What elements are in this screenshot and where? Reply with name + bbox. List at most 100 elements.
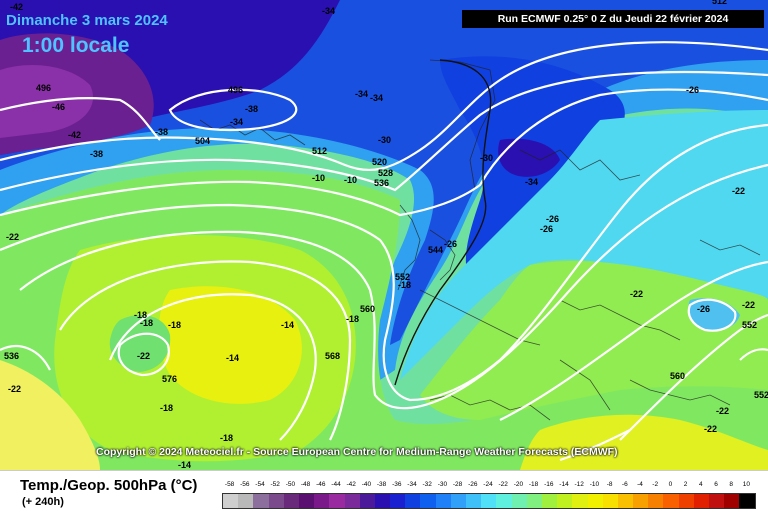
height-label: 552	[754, 390, 768, 400]
height-label: 576	[162, 374, 177, 384]
legend-tick-label: -14	[559, 481, 569, 488]
legend-swatch	[435, 494, 451, 508]
legend-tick-label: -34	[407, 481, 417, 488]
height-label: 560	[360, 304, 375, 314]
temperature-label: -22	[732, 186, 745, 196]
legend-tick-label: 8	[729, 481, 733, 488]
temperature-label: -34	[525, 177, 538, 187]
temperature-label: -14	[281, 320, 294, 330]
legend-tick-label: -12	[574, 481, 584, 488]
legend-tick-label: -50	[285, 481, 296, 488]
legend-swatch	[450, 494, 466, 508]
trough-axis	[394, 59, 492, 386]
legend-tick-label: -44	[331, 481, 341, 488]
legend-tick-label: 10	[742, 481, 750, 488]
legend-swatch	[541, 494, 558, 508]
geopotential-contours	[0, 41, 768, 462]
legend-swatch	[572, 494, 588, 508]
temperature-label: -22	[8, 384, 21, 394]
legend-swatch	[344, 494, 360, 508]
legend-swatch	[511, 494, 527, 508]
legend-tick-label: -18	[528, 481, 539, 488]
temperature-label: -46	[52, 102, 65, 112]
legend-tick-label: -16	[544, 481, 554, 488]
temperature-label: -26	[697, 304, 710, 314]
legend-tick-label: -2	[652, 481, 659, 488]
legend-swatch	[617, 494, 634, 508]
legend-tick-label: -24	[483, 481, 493, 488]
legend-tick-label: -42	[346, 481, 356, 488]
temperature-label: -26	[546, 214, 559, 224]
temperature-label: -18	[168, 320, 181, 330]
temperature-label: -38	[245, 104, 258, 114]
legend-tick-label: 6	[714, 481, 718, 488]
legend-swatch	[526, 494, 542, 508]
temperature-label: -10	[312, 173, 325, 183]
copyright-notice: Copyright © 2024 Meteociel.fr - Source E…	[96, 446, 618, 458]
legend-swatch	[678, 494, 694, 508]
legend-swatch	[481, 494, 497, 508]
height-label: 520	[372, 157, 387, 167]
legend-tick-label: -40	[361, 481, 372, 488]
legend-swatch	[238, 494, 254, 508]
height-label: 544	[428, 245, 443, 255]
height-label: 552	[395, 272, 410, 282]
height-label: 504	[195, 136, 210, 146]
temperature-label: -18	[140, 318, 153, 328]
height-label: 560	[670, 371, 685, 381]
legend-swatch	[557, 494, 573, 508]
temperature-label: -18	[346, 314, 359, 324]
legend-tick-label: 4	[698, 481, 703, 488]
legend-swatch	[466, 494, 482, 508]
forecast-date: Dimanche 3 mars 2024	[6, 12, 168, 29]
legend-swatch	[739, 494, 755, 508]
legend-tick-label: -20	[513, 481, 524, 488]
map-footer: Temp./Geop. 500hPa (°C) (+ 240h) -58 -56-…	[0, 470, 768, 512]
legend-swatch	[374, 494, 391, 508]
forecast-lead-time: (+ 240h)	[22, 496, 64, 508]
height-label: 552	[742, 320, 757, 330]
legend-tick-label: -26	[468, 481, 478, 488]
temperature-label: -22	[137, 351, 150, 361]
height-label: 536	[4, 351, 19, 361]
yellow-southwest	[0, 360, 100, 470]
cyan-zone	[400, 110, 768, 380]
temperature-label: -26	[686, 85, 699, 95]
height-label: 528	[378, 168, 393, 178]
legend-swatch	[268, 494, 284, 508]
height-label: 512	[312, 146, 327, 156]
legend-tick-label: -4	[637, 481, 643, 488]
legend-swatch	[663, 494, 679, 508]
forecast-time: 1:00 locale	[22, 34, 130, 57]
temperature-label: -22	[630, 289, 643, 299]
temperature-label: -10	[344, 175, 357, 185]
temperature-label: -42	[68, 130, 81, 140]
temperature-label: -22	[6, 232, 19, 242]
legend-swatch	[693, 494, 709, 508]
temperature-label: -18	[134, 310, 147, 320]
model-run-banner: Run ECMWF 0.25° 0 Z du Jeudi 22 février …	[462, 10, 764, 28]
green-pocket	[109, 315, 171, 372]
legend-tick-label: -48	[300, 481, 311, 488]
legend-tick-label: -32	[422, 481, 432, 488]
geopotential-labels: 496 496 504 512 520 528 536 544 552 560 …	[4, 0, 768, 400]
temperature-label: -22	[704, 424, 717, 434]
temperature-label: -22	[742, 300, 755, 310]
legend-swatch	[724, 494, 740, 508]
legend-swatch	[298, 494, 315, 508]
temperature-label: -14	[226, 353, 239, 363]
temperature-label: -34	[370, 93, 383, 103]
temperature-label: -38	[90, 149, 103, 159]
legend-swatch	[648, 494, 664, 508]
yellow-core	[158, 286, 302, 404]
legend-tick-label: -54	[255, 481, 265, 488]
legend-tick-label: -10	[589, 481, 600, 488]
legend-swatch	[405, 494, 421, 508]
weather-map: -42 -46 -42 -38 -38 -38 -34 -34 -34 -30 …	[0, 0, 768, 470]
temperature-label: -18	[220, 433, 233, 443]
legend-swatch	[359, 494, 375, 508]
legend-tick-label: -28	[452, 481, 463, 488]
legend-tick-label: -52	[270, 481, 280, 488]
legend-tick-label: -6	[621, 481, 628, 488]
